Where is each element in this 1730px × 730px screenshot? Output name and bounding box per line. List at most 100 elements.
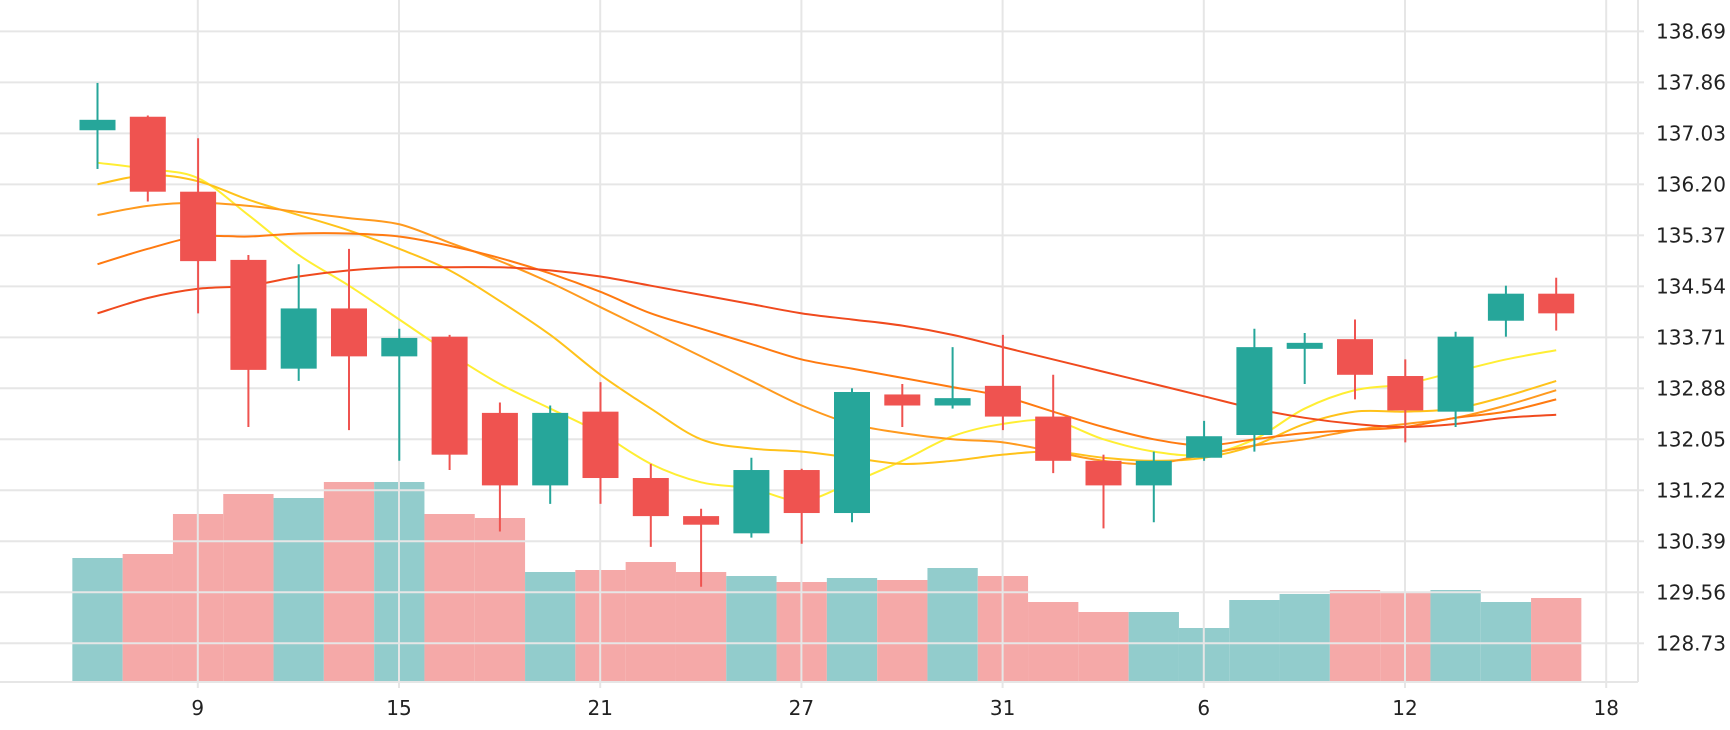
- candle-body: [1236, 347, 1273, 436]
- volume-bar: [1078, 612, 1129, 682]
- y-tick-label: 137.03: [1656, 121, 1726, 145]
- volume-bar: [72, 558, 123, 682]
- volume-bar: [474, 518, 526, 682]
- moving-average-line: [97, 266, 1557, 429]
- volume-bar: [1329, 590, 1381, 682]
- y-tick-label: 131.22: [1656, 478, 1726, 502]
- volume-bar: [675, 572, 727, 682]
- candle: [783, 468, 820, 544]
- y-tick-label: 130.39: [1656, 529, 1726, 553]
- x-tick-label: 15: [386, 696, 411, 720]
- y-tick-label: 129.56: [1656, 580, 1726, 604]
- candle: [1337, 319, 1373, 400]
- y-tick-label: 132.05: [1656, 427, 1726, 451]
- candle: [1437, 331, 1474, 428]
- candle-body: [1337, 339, 1373, 375]
- moving-average-line: [97, 201, 1557, 466]
- volume-bar: [223, 494, 274, 682]
- candle: [1035, 374, 1072, 474]
- candle: [582, 382, 619, 504]
- y-tick-label: 138.69: [1656, 19, 1726, 43]
- y-tick-label: 135.37: [1656, 223, 1726, 247]
- candle: [381, 328, 418, 461]
- y-tick-label: 136.20: [1656, 172, 1726, 196]
- candle: [180, 138, 217, 314]
- y-tick-label: 128.73: [1656, 631, 1726, 655]
- volume-bar: [273, 498, 324, 682]
- candle-body: [1538, 293, 1575, 314]
- volume-bar: [1480, 602, 1532, 682]
- candle-body: [934, 398, 971, 406]
- candle-body: [834, 391, 870, 514]
- candle: [431, 334, 468, 471]
- candle-body: [1085, 460, 1122, 486]
- candle-body: [79, 119, 116, 131]
- candle-body: [180, 191, 217, 262]
- candle-body: [532, 412, 569, 486]
- candle: [129, 115, 166, 202]
- candle: [280, 264, 317, 381]
- candle: [481, 402, 518, 532]
- x-tick-label: 27: [789, 696, 814, 720]
- candle-body: [230, 259, 267, 370]
- volume-bar: [625, 562, 676, 682]
- y-tick-label: 133.71: [1656, 325, 1726, 349]
- candle-body: [481, 412, 518, 486]
- candle: [984, 334, 1021, 431]
- candles: [79, 82, 1575, 587]
- grid-lines: [0, 0, 1639, 683]
- volume-bar: [1430, 590, 1481, 682]
- candle: [1387, 359, 1424, 443]
- moving-average-line: [97, 174, 1557, 465]
- candle: [733, 457, 770, 538]
- x-tick-label: 31: [990, 696, 1015, 720]
- candle: [1538, 277, 1575, 331]
- candle-body: [1286, 342, 1323, 349]
- volume-bar: [1279, 594, 1330, 682]
- volume-bar: [877, 580, 928, 682]
- volume-bar: [1028, 602, 1079, 682]
- candle-body: [582, 411, 619, 479]
- candle-body: [1437, 336, 1474, 412]
- candle: [834, 388, 870, 523]
- volume-bar: [122, 554, 173, 682]
- candle: [79, 82, 116, 169]
- candle-body: [381, 337, 418, 357]
- y-tick-label: 134.54: [1656, 274, 1726, 298]
- volume-bar: [323, 482, 375, 682]
- volume-bar: [1531, 598, 1582, 682]
- candle-body: [280, 308, 317, 369]
- candle-body: [1487, 293, 1524, 321]
- candle: [1085, 454, 1122, 529]
- candle-body: [783, 470, 820, 514]
- moving-average-lines: [97, 161, 1557, 502]
- volume-bar: [1128, 612, 1179, 682]
- candle-body: [331, 308, 367, 357]
- candle: [1186, 420, 1223, 461]
- x-tick-label: 18: [1593, 696, 1618, 720]
- x-tick-label: 9: [191, 696, 204, 720]
- candle-body: [1387, 376, 1424, 411]
- candle-body: [1186, 436, 1223, 458]
- volume-bar: [826, 578, 878, 682]
- candle-body: [984, 385, 1021, 417]
- candle: [1487, 285, 1524, 337]
- candle: [532, 405, 569, 504]
- volume-bar: [424, 514, 475, 682]
- candle-body: [733, 470, 770, 534]
- candle-body: [884, 394, 921, 406]
- candle-body: [632, 478, 669, 517]
- candle: [934, 347, 971, 409]
- volume-bars: [72, 482, 1582, 682]
- moving-average-line: [97, 161, 1557, 502]
- candle-body: [1035, 416, 1072, 461]
- candle-body: [129, 116, 166, 192]
- candle: [230, 254, 267, 428]
- volume-bar: [525, 572, 576, 682]
- volume-bar: [927, 568, 978, 682]
- y-axis: 128.73 129.56 130.39 131.22 132.05 132.88 133.…: [1638, 19, 1726, 655]
- candle: [1236, 328, 1273, 452]
- x-tick-label: 12: [1392, 696, 1417, 720]
- candle: [683, 508, 720, 587]
